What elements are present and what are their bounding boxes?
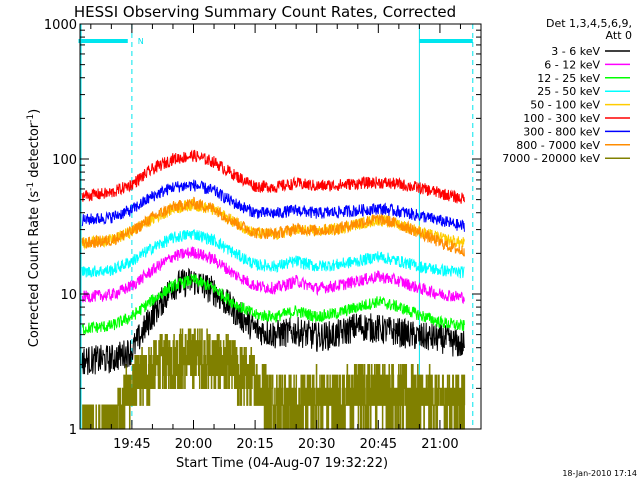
series-line-2 [81,246,465,304]
axes: 1 10 100 1000 19:45 20:00 20:15 20:30 20:45 21:00 [44,18,482,452]
footer-timestamp: 18-Jan-2010 17:14 [562,469,637,478]
legend-label-3: 12 - 25 keV [537,72,600,85]
legend-label-2: 6 - 12 keV [544,58,600,71]
ylabel-sup-1: -1 [26,182,36,191]
x-tick-label-1: 19:45 [113,437,150,452]
svg-text:Corrected Count Rate (s-1 dete: Corrected Count Rate (s-1 detector-1) [26,109,42,347]
series-line-1 [81,267,465,375]
y-tick-label-4: 1000 [44,18,77,33]
x-tick-label-6: 21:00 [421,437,458,452]
y-tick-label-2: 10 [60,288,77,303]
plot-frame [79,23,482,430]
x-tick-label-5: 20:45 [360,437,397,452]
series-line-7 [81,179,465,232]
y-tick-label-3: 100 [52,153,77,168]
series-line-6 [81,149,465,204]
ylabel-part-2: detector [27,122,42,182]
x-tick-label-4: 20:30 [298,437,335,452]
legend-header-attenuator: Att 0 [606,29,632,42]
ylabel-part-1: Corrected Count Rate (s [27,191,42,348]
x-tick-label-2: 20:00 [175,437,212,452]
night-marker-label: N [138,37,144,46]
series-line-3 [81,273,465,335]
legend-label-1: 3 - 6 keV [551,45,600,58]
series-line-4 [81,229,465,279]
legend-label-6: 100 - 300 keV [523,112,600,125]
legend-label-9: 7000 - 20000 keV [502,152,600,165]
legend-header-detectors: Det 1,3,4,5,6,9, [546,17,632,30]
legend-label-8: 800 - 7000 keV [516,139,600,152]
ylabel-sup-2: -1 [26,114,36,123]
legend-label-5: 50 - 100 keV [530,99,600,112]
x-axis-label: Start Time (04-Aug-07 19:32:22) [176,456,388,471]
plot-area: N [78,24,474,430]
chart-title: HESSI Observing Summary Count Rates, Cor… [74,3,456,21]
y-axis-label: Corrected Count Rate (s-1 detector-1) [26,109,42,347]
legend-label-4: 25 - 50 keV [537,85,600,98]
series-line-9 [82,328,466,430]
x-tick-label-3: 20:15 [236,437,273,452]
ylabel-part-3: ) [27,109,42,114]
y-tick-label-1: 1 [69,423,77,438]
series-line-8 [81,196,465,257]
legend-label-7: 300 - 800 keV [523,125,600,138]
